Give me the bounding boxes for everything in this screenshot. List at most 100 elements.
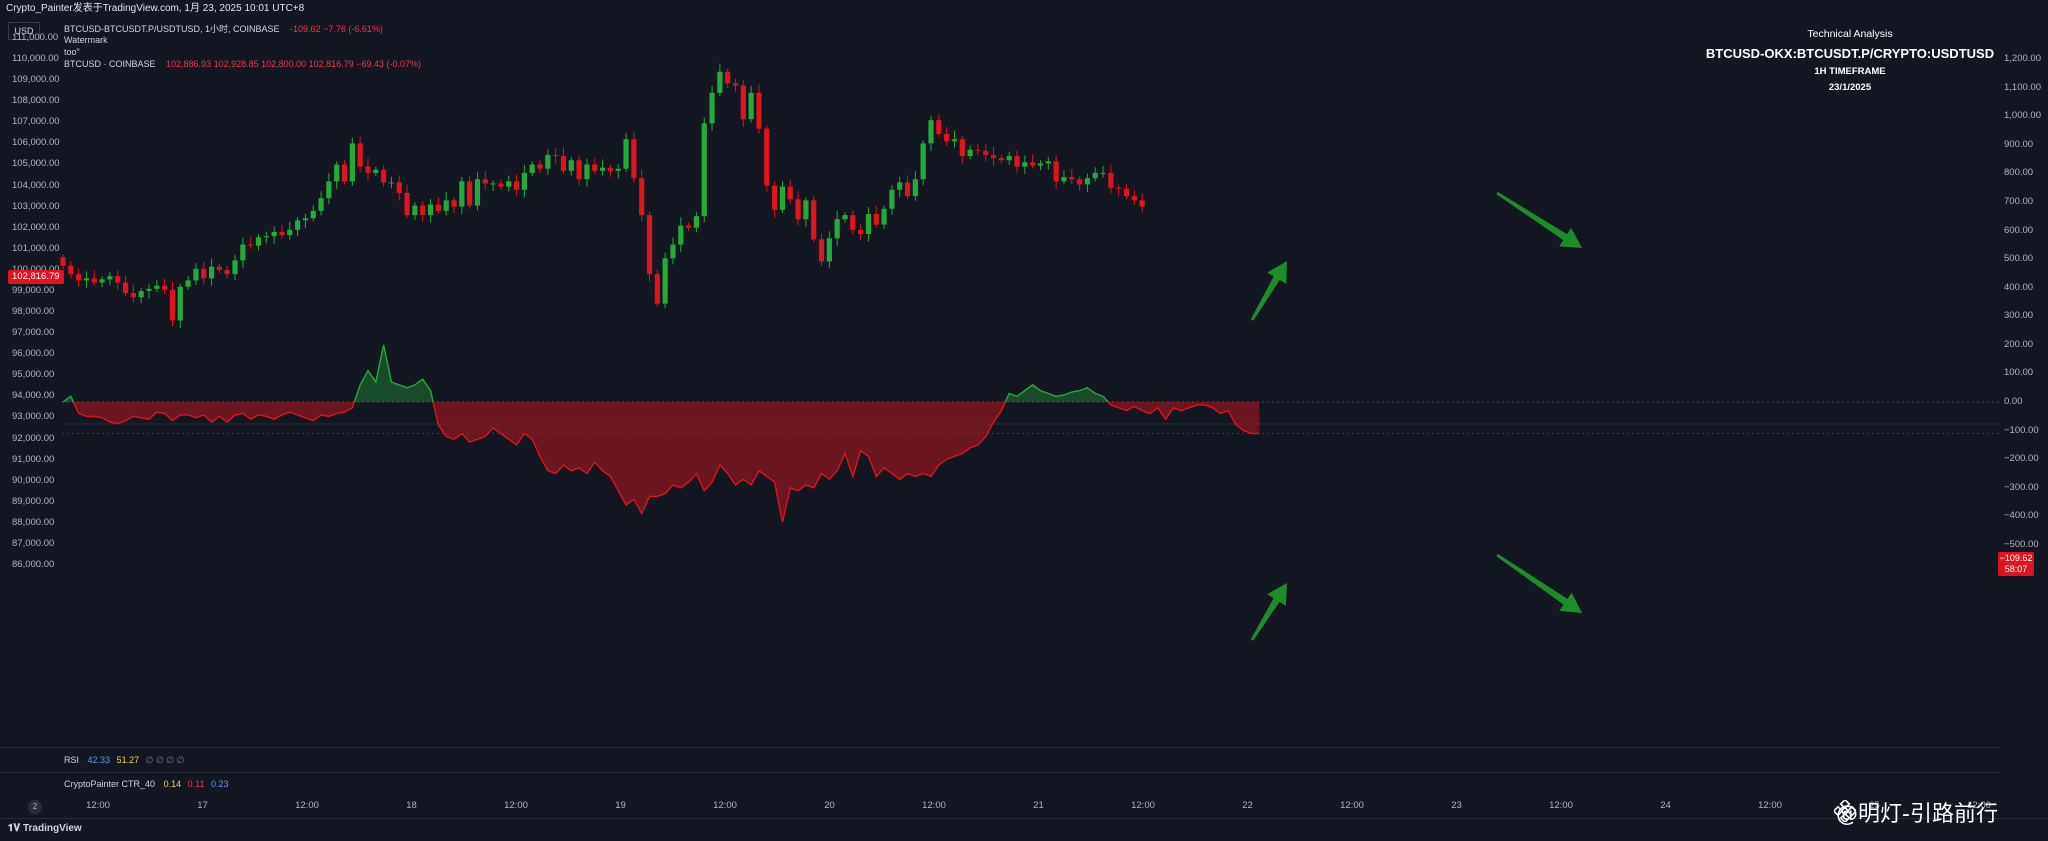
candle-body <box>670 244 676 259</box>
left-axis-tick: 90,000.00 <box>12 474 55 486</box>
candle-body <box>560 156 567 171</box>
right-axis-tick: 1,100.00 <box>2004 81 2041 93</box>
currency-selector[interactable]: USD <box>8 22 40 40</box>
legend-watermark[interactable]: Watermark <box>64 35 108 45</box>
candle-body <box>130 293 136 298</box>
main-legend-row[interactable]: BTCUSD-BTCUSDT.P/USDTUSD, 1小时, COINBASE … <box>64 22 383 35</box>
candle-body <box>295 220 301 230</box>
candle-body <box>240 244 246 261</box>
oscillator-value-tag: −109.62 58:07 <box>1998 552 2034 576</box>
candle-body <box>1045 161 1051 164</box>
candle-body <box>263 236 269 238</box>
candle-body <box>639 178 645 216</box>
left-axis-tick: 101,000.00 <box>12 242 60 254</box>
candle-body <box>1006 156 1012 161</box>
candle-body <box>529 164 535 173</box>
right-axis-tick: 700.00 <box>2004 195 2034 207</box>
candle-body <box>318 198 324 211</box>
right-axis-tick: 900.00 <box>2004 138 2034 150</box>
time-axis-label: 12:00 <box>1131 800 1155 811</box>
last-price-tag: 102,816.79 <box>8 270 64 284</box>
candle-body <box>326 181 332 199</box>
right-axis-tick: −100.00 <box>2004 424 2039 436</box>
chart-canvas[interactable] <box>0 18 2048 808</box>
pane-divider-ctr[interactable] <box>0 772 2000 773</box>
candle-body <box>381 169 387 183</box>
candle-body <box>68 265 74 275</box>
right-axis-tick: 100.00 <box>2004 367 2034 379</box>
candle-body <box>341 164 348 182</box>
candle-body <box>498 183 504 187</box>
candle-body <box>255 237 262 246</box>
candle-body <box>107 276 113 280</box>
legend-coinbase-row[interactable]: BTCUSD · COINBASE 102,886.93 102,928.85 … <box>64 59 421 69</box>
candle-body <box>646 215 653 275</box>
candle-body <box>850 215 856 230</box>
candle-body <box>443 200 449 211</box>
candle-body <box>91 278 97 283</box>
candle-body <box>865 214 872 235</box>
candle-body <box>271 231 277 237</box>
oscillator-line-positive <box>62 344 1110 403</box>
technical-analysis-box: Technical Analysis BTCUSD-OKX:BTCUSDT.P/… <box>1700 26 2000 96</box>
candle-body <box>693 216 700 228</box>
candle-body <box>490 183 496 185</box>
left-axis-tick: 96,000.00 <box>12 348 55 360</box>
candle-body <box>287 229 293 236</box>
candle-body <box>1014 156 1020 167</box>
candle-body <box>928 120 934 144</box>
candle-body <box>193 268 199 281</box>
pane-divider-rsi[interactable] <box>0 747 2000 748</box>
legend-too[interactable]: too" <box>64 47 80 57</box>
candle-body <box>607 167 613 171</box>
candle-body <box>208 266 215 279</box>
left-axis-tick: 105,000.00 <box>12 158 60 170</box>
candle-body <box>779 186 786 210</box>
candle-body <box>1022 162 1028 167</box>
candle-body <box>701 123 707 217</box>
left-axis-tick: 89,000.00 <box>12 495 55 507</box>
candle-body <box>678 225 684 245</box>
candle-body <box>725 71 731 84</box>
oscillator-value: −109.62 <box>1999 553 2033 563</box>
candle-body <box>545 154 551 169</box>
bar-countdown: 58:07 <box>2004 564 2028 574</box>
right-axis-tick: 600.00 <box>2004 224 2034 236</box>
tradingview-logo[interactable]: 𝟏𝐕 TradingView <box>8 823 82 834</box>
left-axis-tick: 100,000.00 <box>12 264 60 275</box>
legend-coinbase-label[interactable]: BTCUSD · COINBASE <box>64 59 156 69</box>
candle-body <box>1131 196 1137 201</box>
left-axis-tick: 111,000.00 <box>12 32 59 43</box>
rsi-legend[interactable]: RSI 42.33 51.27 ∅ ∅ ∅ ∅ <box>64 755 185 766</box>
candle-body <box>396 182 402 193</box>
ctr-legend[interactable]: CryptoPainter CTR_40 0.14 0.11 0.23 <box>64 779 229 789</box>
candle-body <box>631 139 637 179</box>
rsi-empty-values: ∅ ∅ ∅ ∅ <box>145 755 185 765</box>
candle-body <box>842 215 848 220</box>
candle-body <box>936 120 942 134</box>
legend-symbol[interactable]: BTCUSD-BTCUSDT.P/USDTUSD, 1小时, COINBASE <box>64 24 280 34</box>
up-arrow-oscillator <box>1250 583 1287 641</box>
legend-coinbase-values: 102,886.93 102,928.85 102,800.00 102,816… <box>166 59 421 69</box>
candle-body <box>897 182 903 190</box>
left-axis-tick: 94,000.00 <box>12 390 55 402</box>
candle-body <box>584 164 590 180</box>
up-arrow-price <box>1250 261 1287 321</box>
time-axis-label: 25 <box>1869 800 1880 811</box>
candle-body <box>756 92 762 129</box>
right-axis-tick: 0.00 <box>2004 396 2023 408</box>
candle-body <box>834 219 840 239</box>
candle-body <box>248 244 254 246</box>
rsi-label[interactable]: RSI <box>64 755 80 765</box>
time-axis-label: 12:00 <box>1758 800 1782 811</box>
time-axis[interactable]: 12:00 17 12:00 18 12:00 19 12:00 20 12:00 21 12:00… <box>0 796 2048 816</box>
left-axis-tick: 86,000.00 <box>12 559 55 570</box>
candle-body <box>99 279 105 283</box>
right-axis-tick: 1,200.00 <box>2004 53 2041 64</box>
left-axis-tick: 106,000.00 <box>12 137 60 149</box>
candle-body <box>764 128 770 186</box>
pane-page-indicator[interactable]: 2 <box>28 800 42 814</box>
ctr-label[interactable]: CryptoPainter CTR_40 <box>64 779 156 789</box>
candle-body <box>826 238 832 262</box>
candle-body <box>216 266 222 270</box>
